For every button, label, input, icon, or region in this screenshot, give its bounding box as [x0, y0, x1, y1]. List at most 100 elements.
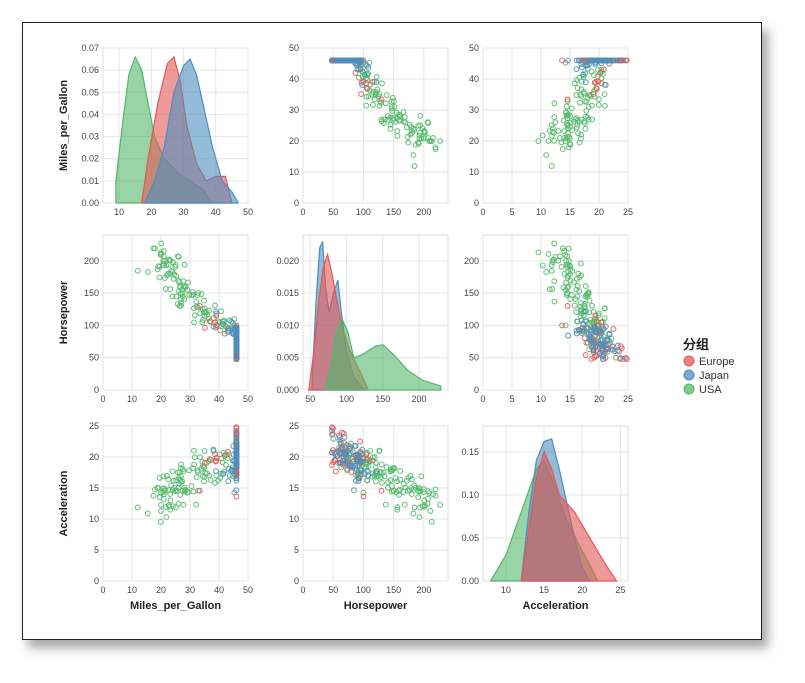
point-USA — [548, 267, 555, 274]
point-Japan — [620, 57, 627, 64]
panel-Miles_per_Gallon-Miles_per_Gallon: 0.00 0.01 0.02 0.03 0.04 0.05 0.06 0.07 10 20 30 40… — [81, 43, 253, 217]
point-USA — [549, 286, 556, 292]
point-USA — [172, 263, 179, 270]
x-tick-label: 100 — [356, 207, 371, 217]
point-USA — [372, 464, 379, 471]
y-tick-label: 0.00 — [81, 198, 99, 208]
point-USA — [155, 485, 162, 492]
point-USA — [563, 103, 570, 110]
point-USA — [158, 501, 165, 508]
point-USA — [174, 488, 181, 495]
point-USA — [548, 163, 555, 169]
point-USA — [172, 488, 179, 494]
point-USA — [581, 300, 588, 307]
point-USA — [155, 263, 162, 270]
point-USA — [391, 465, 398, 472]
point-USA — [221, 317, 228, 324]
point-USA — [415, 122, 422, 129]
point-Europe — [357, 438, 364, 445]
point-USA — [584, 114, 591, 121]
point-USA — [156, 274, 163, 281]
scatter-matrix: 0.00 0.01 0.02 0.03 0.04 0.05 0.06 0.07 10 20 30 40… — [58, 43, 734, 612]
x-tick-label: 20 — [594, 394, 604, 404]
point-USA — [415, 494, 422, 501]
x-tick-label: 0 — [480, 394, 485, 404]
x-tick-label: 200 — [416, 207, 431, 217]
point-Europe — [332, 468, 339, 475]
panel-Miles_per_Gallon-Acceleration: 0 10 20 30 40 50 0 5 10 15 20 25 — [469, 43, 633, 217]
point-Europe — [330, 459, 337, 466]
point-Europe — [559, 57, 566, 64]
point-USA — [166, 257, 173, 264]
point-USA — [573, 124, 580, 131]
point-Japan — [233, 342, 240, 349]
point-USA — [405, 474, 412, 481]
legend-label-Europe: Europe — [699, 356, 734, 368]
point-Japan — [233, 472, 240, 479]
point-USA — [381, 473, 388, 480]
point-USA — [564, 122, 571, 129]
x-tick-label: 5 — [509, 207, 514, 217]
point-Europe — [329, 431, 335, 438]
point-USA — [417, 488, 424, 495]
y-axis-title: Horsepower — [58, 280, 70, 344]
point-USA — [562, 322, 569, 329]
point-USA — [578, 78, 585, 85]
point-USA — [588, 68, 595, 75]
point-Europe — [378, 487, 385, 494]
point-USA — [188, 483, 195, 490]
y-tick-label: 5 — [294, 545, 299, 555]
point-USA — [595, 101, 602, 108]
point-USA — [387, 114, 394, 121]
point-USA — [372, 478, 379, 485]
point-Europe — [623, 356, 630, 362]
point-Japan — [586, 331, 592, 338]
x-tick-label: 30 — [185, 394, 195, 404]
y-tick-label: 50 — [469, 43, 479, 53]
point-USA — [161, 275, 168, 282]
point-Europe — [364, 85, 371, 92]
x-tick-label: 20 — [146, 207, 156, 217]
point-Japan — [233, 326, 240, 333]
point-USA — [394, 504, 401, 511]
legend: 分组 Europe Japan USA — [683, 337, 734, 396]
chart-frame: 0.00 0.01 0.02 0.03 0.04 0.05 0.06 0.07 10 20 30 40… — [22, 22, 762, 640]
point-USA — [571, 302, 578, 309]
point-Japan — [364, 62, 370, 69]
point-USA — [379, 479, 385, 486]
point-USA — [369, 91, 376, 98]
point-Japan — [342, 444, 349, 451]
point-Japan — [361, 71, 368, 78]
point-USA — [425, 135, 432, 141]
density-Japan — [144, 58, 239, 204]
x-tick-label: 10 — [127, 585, 137, 595]
point-USA — [369, 101, 376, 108]
point-USA — [403, 124, 410, 131]
point-USA — [416, 514, 423, 521]
point-Europe — [201, 324, 208, 331]
point-USA — [548, 122, 555, 129]
point-USA — [224, 451, 231, 458]
point-USA — [551, 278, 558, 285]
point-USA — [179, 293, 186, 300]
legend-swatch-Japan — [683, 369, 695, 381]
point-Japan — [336, 447, 343, 454]
point-USA — [581, 98, 588, 105]
y-tick-label: 20 — [289, 136, 299, 146]
point-USA — [215, 477, 222, 484]
y-tick-label: 0.010 — [276, 320, 299, 330]
point-USA — [180, 278, 187, 285]
point-Japan — [582, 308, 589, 315]
point-USA — [166, 503, 173, 510]
point-USA — [417, 112, 424, 119]
point-Japan — [614, 342, 621, 349]
point-Japan — [351, 442, 358, 449]
point-USA — [582, 125, 589, 132]
x-tick-label: 150 — [386, 585, 401, 595]
y-tick-label: 150 — [464, 288, 479, 298]
y-tick-label: 50 — [289, 43, 299, 53]
point-USA — [565, 268, 572, 275]
point-Japan — [233, 433, 240, 440]
point-USA — [432, 486, 439, 493]
point-Japan — [346, 443, 353, 450]
